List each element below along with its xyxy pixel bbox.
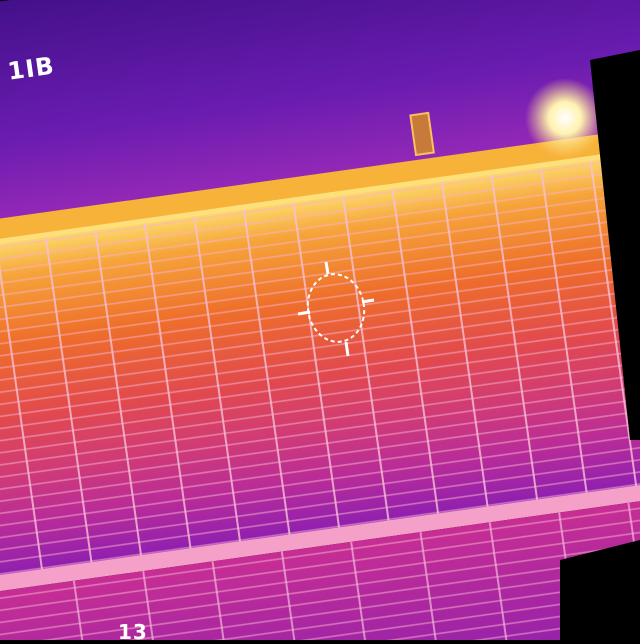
- overlay-label-bottom: 13: [118, 620, 148, 644]
- hot-spot: [525, 78, 605, 158]
